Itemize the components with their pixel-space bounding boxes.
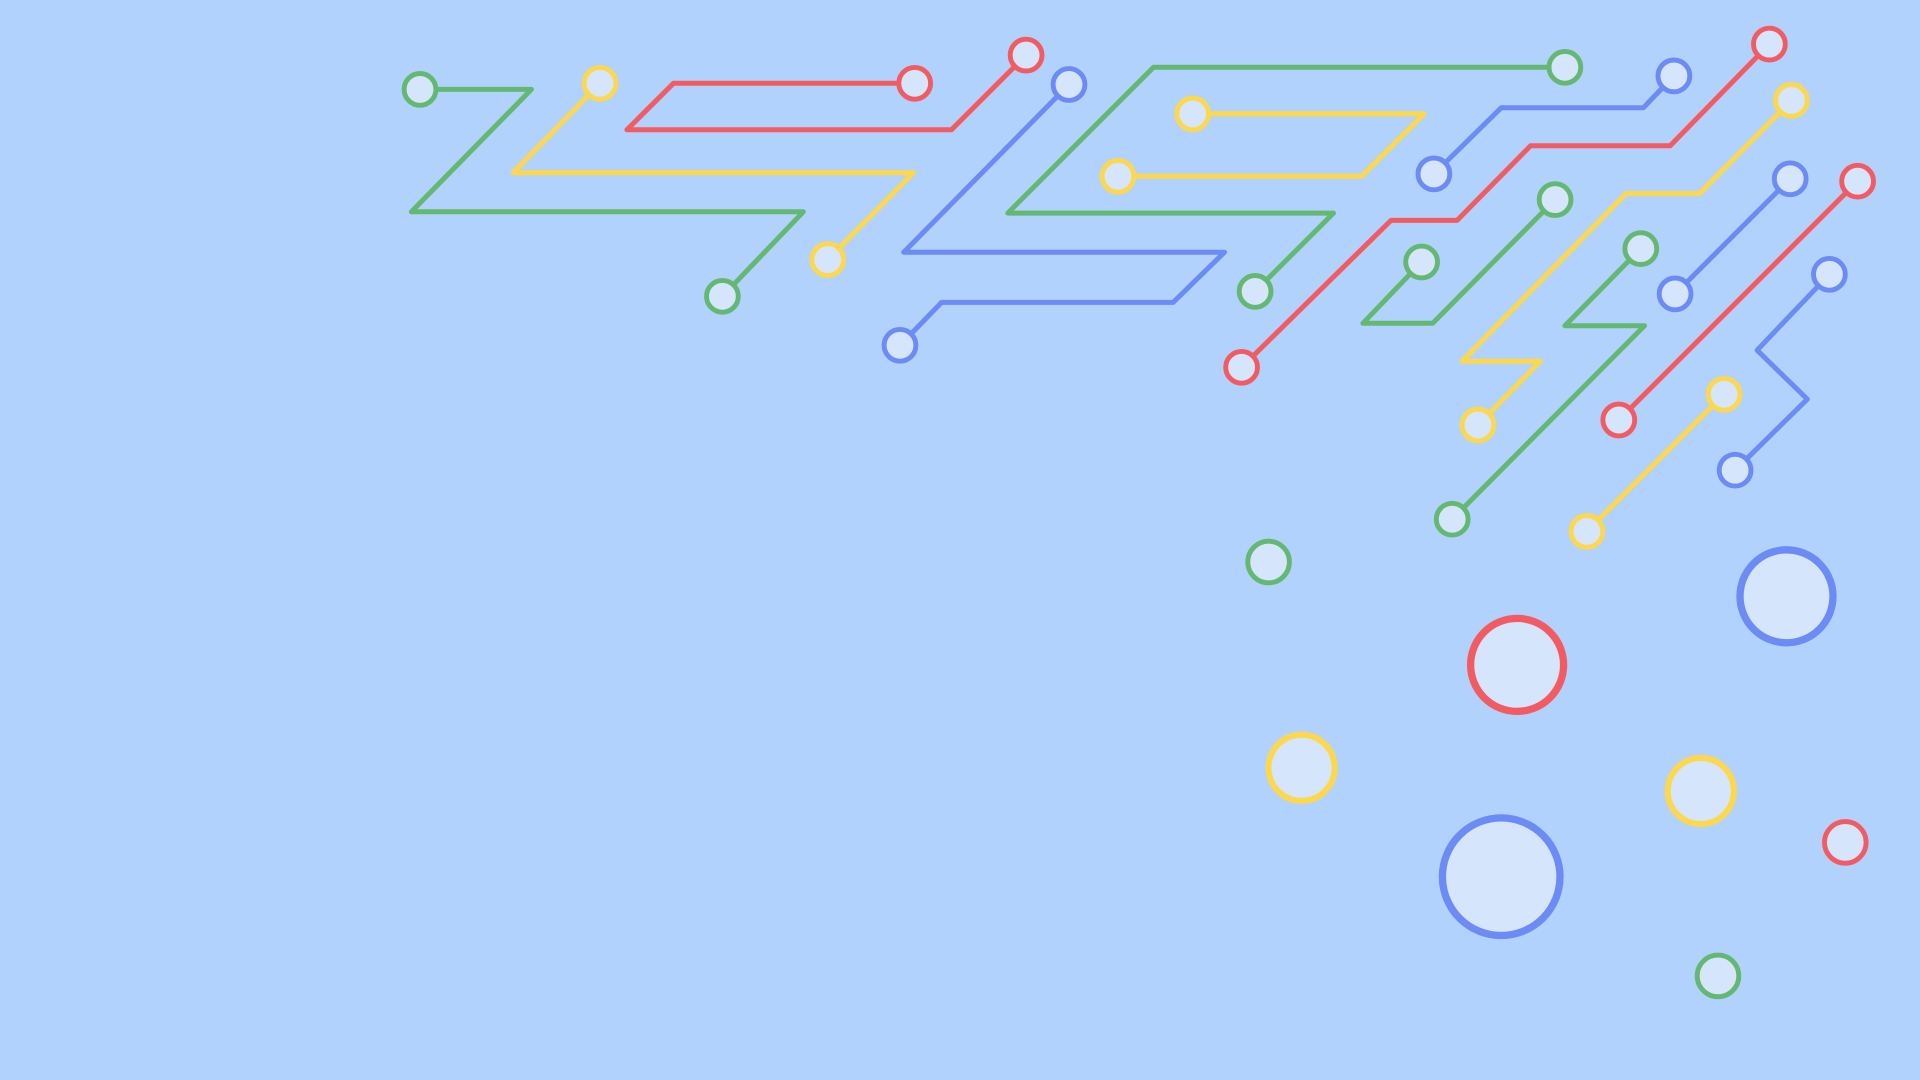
node-yellow (809, 241, 847, 278)
node-yellow (1174, 95, 1212, 133)
trace-yellow (510, 80, 916, 263)
bubble-blue (1736, 546, 1837, 647)
bubble-green (1694, 952, 1742, 1000)
node-blue (1050, 66, 1088, 103)
node-blue (1655, 57, 1693, 95)
trace-red (624, 52, 1029, 133)
node-red (1600, 401, 1638, 439)
trace-green (1449, 246, 1647, 522)
trace-blue (1732, 271, 1832, 473)
node-red (1839, 162, 1876, 200)
trace-yellow (1584, 391, 1727, 534)
node-blue (1811, 255, 1848, 293)
node-red (896, 64, 934, 102)
trace-blue (1672, 176, 1793, 297)
node-green (1403, 243, 1440, 281)
circuit-nodes (401, 25, 1876, 550)
trace-yellow (1459, 97, 1794, 428)
node-green (1536, 181, 1574, 218)
trace-yellow (1115, 111, 1427, 179)
node-blue (881, 326, 919, 364)
bubble-green (1245, 538, 1292, 586)
node-green (704, 277, 741, 315)
bubble-yellow (1664, 754, 1737, 828)
node-blue (1415, 155, 1453, 193)
trace-red (1616, 178, 1861, 423)
node-green (401, 71, 439, 108)
trace-blue (1431, 73, 1677, 177)
node-red (1751, 25, 1788, 63)
node-red (1223, 348, 1260, 386)
trace-blue (897, 82, 1227, 348)
node-green (1546, 48, 1584, 86)
trace-green (1360, 197, 1558, 326)
node-green (1433, 500, 1471, 538)
node-yellow (1459, 406, 1497, 444)
node-blue (1656, 275, 1694, 313)
node-yellow (1568, 513, 1606, 550)
bubble-yellow (1265, 731, 1338, 804)
node-yellow (581, 64, 619, 102)
bubble-red (1466, 614, 1568, 716)
node-blue (1716, 451, 1754, 489)
bubble-blue (1438, 814, 1564, 940)
node-green (1622, 230, 1660, 267)
node-green (1236, 273, 1274, 310)
floating-bubbles (1245, 538, 1869, 1000)
node-yellow (1705, 375, 1743, 413)
node-red (1007, 36, 1045, 74)
circuit-traces (408, 41, 1861, 534)
trace-red (1239, 41, 1772, 370)
node-yellow (1773, 82, 1810, 119)
node-blue (1771, 160, 1809, 198)
bubble-red (1822, 819, 1869, 866)
node-yellow (1099, 157, 1137, 195)
trace-green (408, 86, 806, 299)
trace-green (1005, 64, 1568, 294)
